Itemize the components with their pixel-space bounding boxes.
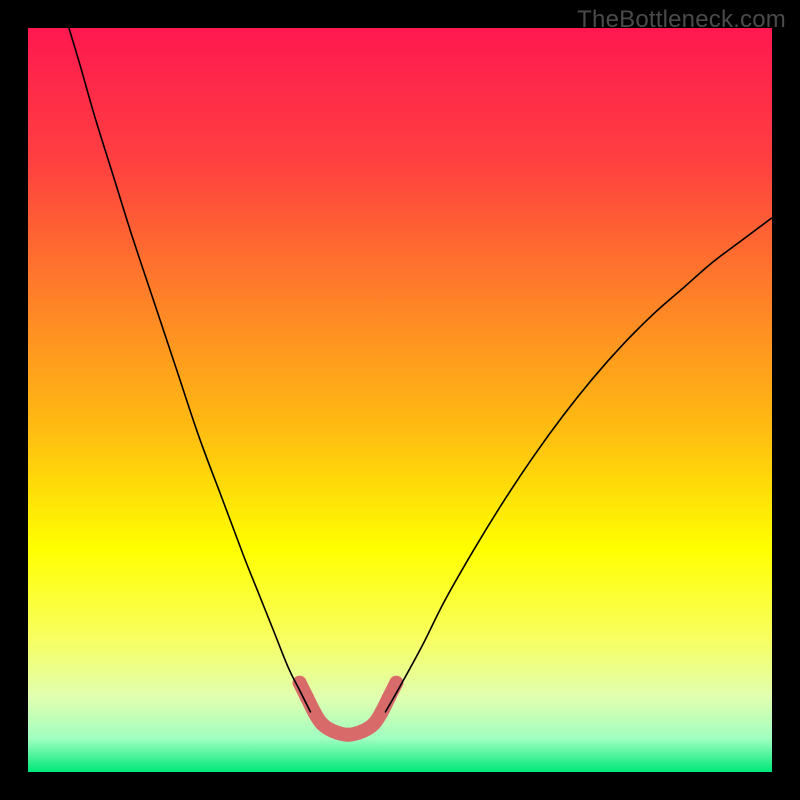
right-curve — [385, 218, 772, 713]
chart-frame: TheBottleneck.com — [0, 0, 800, 800]
left-curve — [69, 28, 311, 712]
plot-area — [28, 28, 772, 772]
curve-layer — [28, 28, 772, 772]
